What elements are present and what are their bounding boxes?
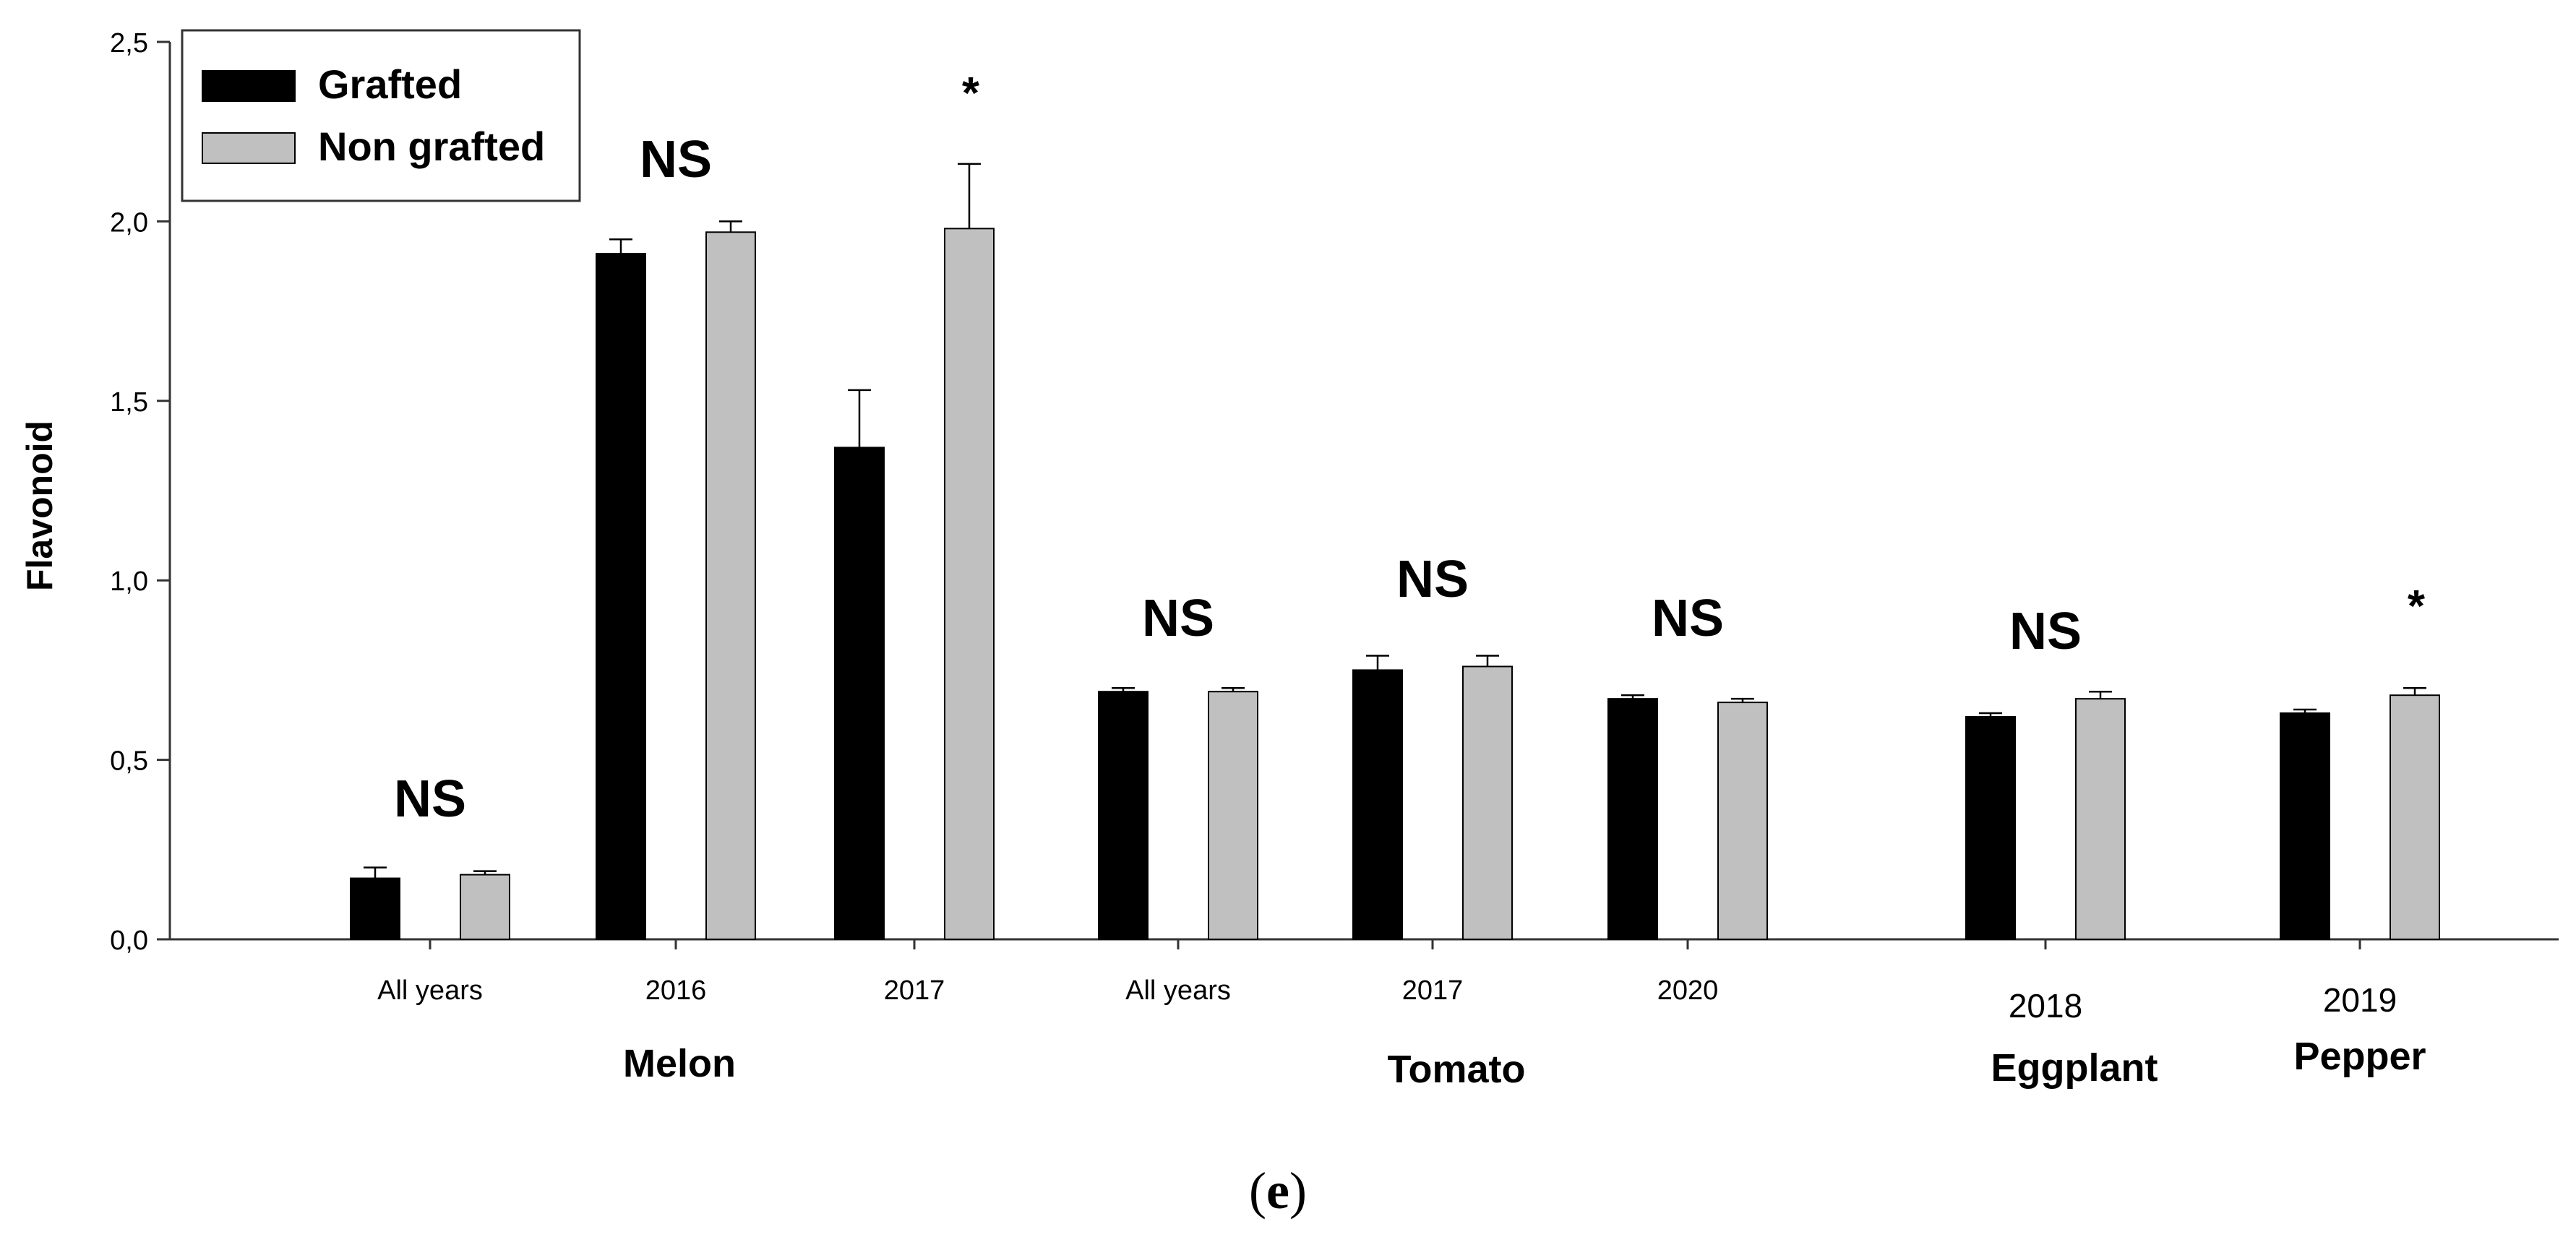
y-tick-label: 1,0 (110, 566, 148, 597)
legend: Grafted Non grafted (181, 29, 581, 202)
x-tick-label: All years (377, 975, 483, 1006)
bar-grafted (596, 253, 646, 940)
legend-swatch-grafted (202, 70, 296, 102)
significance-label: NS (394, 770, 466, 828)
bar-non-grafted (2390, 694, 2440, 941)
bar-non-grafted (705, 231, 756, 940)
x-tick-label: 2018 (2009, 987, 2082, 1025)
crop-label: Melon (623, 1042, 736, 1085)
bar-grafted (1965, 715, 2016, 940)
x-tick-label: 2016 (645, 975, 707, 1006)
x-tick-label: 2017 (1402, 975, 1464, 1006)
bar-non-grafted (1208, 691, 1258, 940)
x-tick-label: 2020 (1657, 975, 1719, 1006)
y-tick-label: 2,0 (110, 207, 148, 238)
significance-label: * (2408, 582, 2426, 632)
y-tick-label: 1,5 (110, 387, 148, 418)
x-tick-label: All years (1125, 975, 1231, 1006)
bar-grafted (1607, 698, 1658, 940)
legend-box (181, 29, 581, 202)
x-tick-label: 2017 (884, 975, 945, 1006)
significance-label: NS (1142, 590, 1214, 647)
significance-label: NS (1396, 551, 1469, 608)
significance-label: NS (2009, 603, 2082, 660)
panel-label: (e) (1249, 1162, 1307, 1220)
significance-labels: NS NS * NS NS NS NS * (394, 69, 2426, 828)
crop-labels: Melon Tomato Eggplant Pepper (623, 1035, 2426, 1091)
bar-grafted (2280, 712, 2330, 940)
legend-label-non-grafted: Non grafted (318, 124, 545, 169)
legend-label-grafted: Grafted (318, 61, 462, 107)
significance-label: NS (640, 131, 712, 189)
bar-grafted (350, 877, 400, 940)
y-tick-label: 0,0 (110, 926, 148, 956)
bar-grafted (834, 447, 885, 940)
significance-label: * (962, 69, 980, 118)
legend-swatch-non-grafted (202, 132, 296, 164)
significance-label: NS (1652, 590, 1724, 647)
crop-label: Eggplant (1991, 1046, 2158, 1090)
y-tick-label: 0,5 (110, 746, 148, 777)
crop-label: Pepper (2293, 1035, 2426, 1078)
bar-grafted (1352, 669, 1403, 941)
bar-grafted (1098, 691, 1149, 940)
bar-non-grafted (460, 874, 510, 941)
y-axis-label: Flavonoid (20, 421, 60, 591)
y-tick-label: 2,5 (110, 28, 148, 59)
x-tick-label: 2019 (2323, 981, 2397, 1019)
bar-non-grafted (2075, 698, 2126, 940)
bar-non-grafted (1462, 665, 1513, 940)
crop-label: Tomato (1388, 1048, 1526, 1091)
y-ticks: 0,0 0,5 1,0 1,5 2,0 2,5 (110, 28, 170, 956)
bars (350, 163, 2440, 941)
bar-non-grafted (1717, 702, 1768, 940)
x-tick-labels: All years 2016 2017 All years 2017 2020 2018 20… (377, 939, 2397, 1025)
bar-non-grafted (944, 228, 995, 940)
